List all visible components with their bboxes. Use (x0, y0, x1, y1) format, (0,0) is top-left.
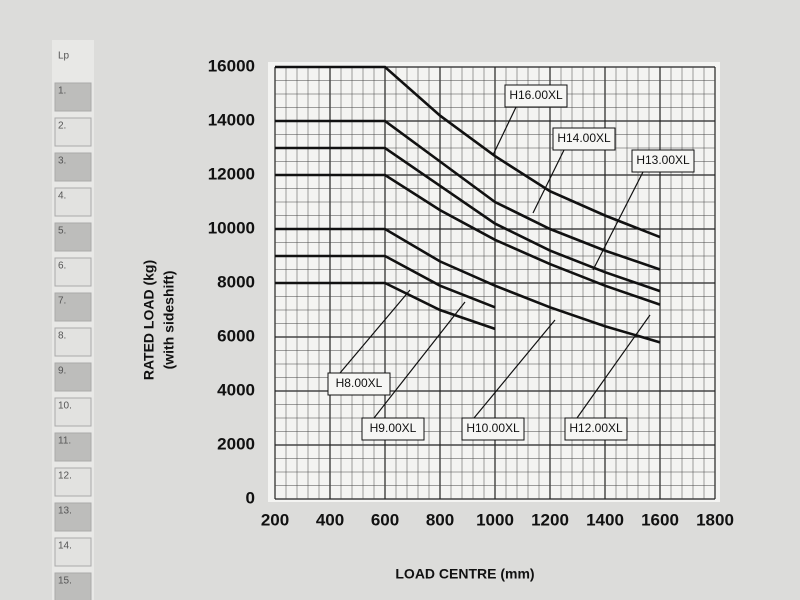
side-label: 14. (58, 541, 72, 552)
callout-arrow (492, 104, 518, 156)
callout-box (552, 127, 616, 151)
y-tick-label: 4000 (217, 380, 255, 399)
y-tick-label: 14000 (208, 110, 255, 129)
side-label: 11. (58, 436, 71, 447)
side-label: 15. (58, 576, 72, 587)
y-tick-label: 8000 (217, 272, 255, 291)
x-tick-label: 1600 (641, 510, 679, 529)
side-label: 7. (58, 296, 66, 307)
side-label: 6. (58, 261, 66, 272)
x-tick-label: 1800 (696, 510, 734, 529)
callout-arrow (339, 289, 411, 374)
side-cell (54, 572, 92, 600)
x-tick-label: 200 (261, 510, 289, 529)
series-label: H8.00XL (336, 376, 383, 390)
callout-arrow (473, 319, 556, 419)
y-axis-label: RATED LOAD (kg) (141, 260, 157, 380)
side-cell (54, 397, 92, 427)
side-label: 9. (58, 366, 66, 377)
side-cell (54, 362, 92, 392)
side-cell (54, 467, 92, 497)
series-label: H12.00XL (569, 421, 623, 435)
load-curve (275, 227, 661, 344)
x-tick-label: 1000 (476, 510, 514, 529)
x-tick-label: 600 (371, 510, 399, 529)
callout-box (327, 372, 391, 396)
side-cell (54, 292, 92, 322)
load-curve (275, 65, 661, 239)
side-cell (54, 117, 92, 147)
callout-box (564, 417, 628, 441)
x-tick-label: 400 (316, 510, 344, 529)
side-label: Lp (58, 51, 70, 62)
y-tick-label: 10000 (208, 218, 255, 237)
load-curve (275, 281, 496, 331)
side-cell (54, 537, 92, 567)
callout-arrow (532, 147, 566, 214)
side-cell (54, 257, 92, 287)
y-tick-label: 0 (246, 488, 255, 507)
y-axis-label-sub: (with sideshift) (161, 271, 177, 370)
side-cell (54, 152, 92, 182)
side-label: 13. (58, 506, 72, 517)
series-label: H9.00XL (370, 421, 417, 435)
side-cell (54, 187, 92, 217)
callout-arrow (576, 314, 651, 419)
y-tick-label: 6000 (217, 326, 255, 345)
load-curve (275, 173, 661, 306)
x-tick-label: 1400 (586, 510, 624, 529)
load-curve (275, 119, 661, 271)
y-tick-label: 16000 (208, 56, 255, 75)
callout-box (461, 417, 525, 441)
side-label: 5. (58, 226, 66, 237)
series-label: H10.00XL (466, 421, 520, 435)
side-label: 12. (58, 471, 72, 482)
series-label: H13.00XL (636, 153, 690, 167)
load-curve (275, 146, 661, 293)
callout-arrow (373, 301, 466, 419)
callout-box (504, 84, 568, 108)
callout-box (361, 417, 425, 441)
y-tick-label: 2000 (217, 434, 255, 453)
y-tick-label: 12000 (208, 164, 255, 183)
side-cell (54, 327, 92, 357)
side-cell (54, 432, 92, 462)
x-axis-label: LOAD CENTRE (mm) (395, 566, 534, 582)
side-cell (54, 222, 92, 252)
x-tick-label: 1200 (531, 510, 569, 529)
x-tick-label: 800 (426, 510, 454, 529)
callout-box (631, 149, 695, 173)
side-cell (54, 82, 92, 112)
load-curve (275, 254, 496, 309)
callout-arrow (592, 169, 645, 271)
side-label: 1. (58, 86, 66, 97)
side-label: 10. (58, 401, 72, 412)
side-label: 2. (58, 121, 66, 132)
side-cell (54, 502, 92, 532)
side-label: 4. (58, 191, 66, 202)
series-label: H14.00XL (557, 131, 611, 145)
series-label: H16.00XL (509, 88, 563, 102)
side-label: 3. (58, 156, 66, 167)
side-label: 8. (58, 331, 66, 342)
